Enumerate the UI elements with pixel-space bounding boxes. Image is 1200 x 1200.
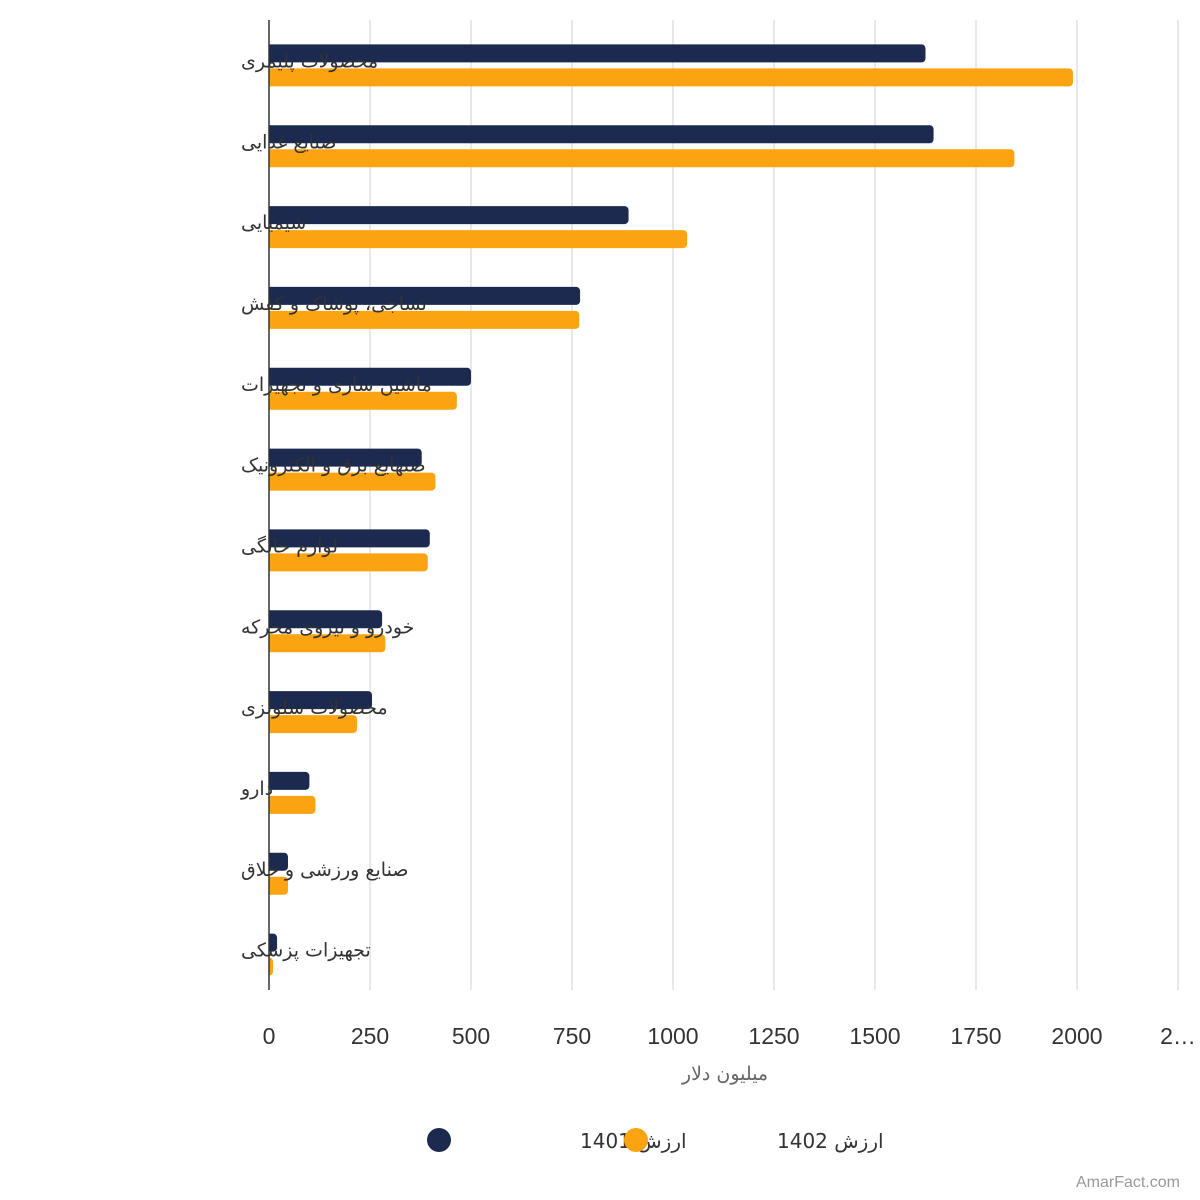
bar-series-1401[interactable] <box>269 852 288 871</box>
category-label: خودرو و نیروی محرکه <box>241 616 414 638</box>
bar-series-1402[interactable] <box>269 876 288 895</box>
bar-series-1401[interactable] <box>269 529 430 548</box>
x-tick-label: 250 <box>351 1023 389 1049</box>
category-label: ماشین سازی و تجهیزات <box>241 374 432 396</box>
bar-series-1402[interactable] <box>269 230 688 249</box>
bar-series-1402[interactable] <box>268 310 580 329</box>
bar-series-1402[interactable] <box>269 957 274 976</box>
bar-series-1401[interactable] <box>269 44 926 63</box>
category-label: دارو <box>240 778 273 800</box>
category-label: نساجی، پوشاک و کفش <box>241 293 427 315</box>
bar-series-1401[interactable] <box>269 367 471 386</box>
category-label: لوازم خانگی <box>241 534 338 557</box>
x-tick-label: 2000 <box>1051 1023 1102 1049</box>
x-tick-label: 1000 <box>647 1023 698 1049</box>
bar-series-1402[interactable] <box>269 553 428 572</box>
legend-marker[interactable] <box>427 1128 451 1152</box>
category-label: شیمیایی <box>241 212 306 234</box>
bar-series-1402[interactable] <box>269 795 316 814</box>
x-tick-label: 500 <box>452 1023 490 1049</box>
category-label: صنایع ورزشی و خلاق <box>241 859 408 881</box>
legend[interactable]: ارزش 1401 ارزش 1402 <box>427 1128 884 1153</box>
x-tick-label: 1750 <box>950 1023 1001 1049</box>
bar-series-1402[interactable] <box>269 634 386 653</box>
bar-series-1402[interactable] <box>269 715 358 734</box>
x-tick-label: 1500 <box>849 1023 900 1049</box>
bar-series-1401[interactable] <box>268 286 581 305</box>
x-tick-labels: 0 250 500 750 1000 1250 1500 1750 2000 2… <box>263 1023 1196 1049</box>
x-tick-label: 1250 <box>748 1023 799 1049</box>
legend-label[interactable]: ارزش 1402 <box>777 1129 884 1153</box>
bar-series-1402[interactable] <box>269 149 1015 168</box>
bar-series-1401[interactable] <box>269 448 422 467</box>
category-label: محصولات سلولزی <box>241 697 388 719</box>
bars <box>268 44 1073 976</box>
x-tick-label: 750 <box>553 1023 591 1049</box>
bar-series-1402[interactable] <box>269 391 457 410</box>
bar-series-1401[interactable] <box>269 771 310 790</box>
category-label: تجهیزات پزشکی <box>241 940 371 962</box>
bar-series-1401[interactable] <box>269 691 373 710</box>
x-axis-title: میلیون دلار <box>681 1063 768 1085</box>
bar-series-1401[interactable] <box>269 933 278 952</box>
grid-lines <box>369 20 1179 990</box>
bar-series-1402[interactable] <box>269 472 436 491</box>
x-tick-label: 0 <box>263 1023 276 1049</box>
category-label: صنایع غذایی <box>241 131 336 153</box>
bar-series-1402[interactable] <box>268 68 1073 87</box>
credit-text[interactable]: AmarFact.com <box>1075 1174 1180 1191</box>
category-label: صنهایع برق و الکترونیک <box>241 455 426 477</box>
bar-series-1401[interactable] <box>269 125 934 144</box>
x-tick-label: 2… <box>1160 1023 1196 1049</box>
bar-series-1401[interactable] <box>269 206 629 225</box>
category-labels: محصولات پلیمری صنایع غذایی شیمیایی نساجی، پ… <box>240 50 432 961</box>
bar-series-1401[interactable] <box>269 610 383 629</box>
legend-marker[interactable] <box>624 1128 648 1152</box>
category-label: محصولات پلیمری <box>241 50 378 72</box>
